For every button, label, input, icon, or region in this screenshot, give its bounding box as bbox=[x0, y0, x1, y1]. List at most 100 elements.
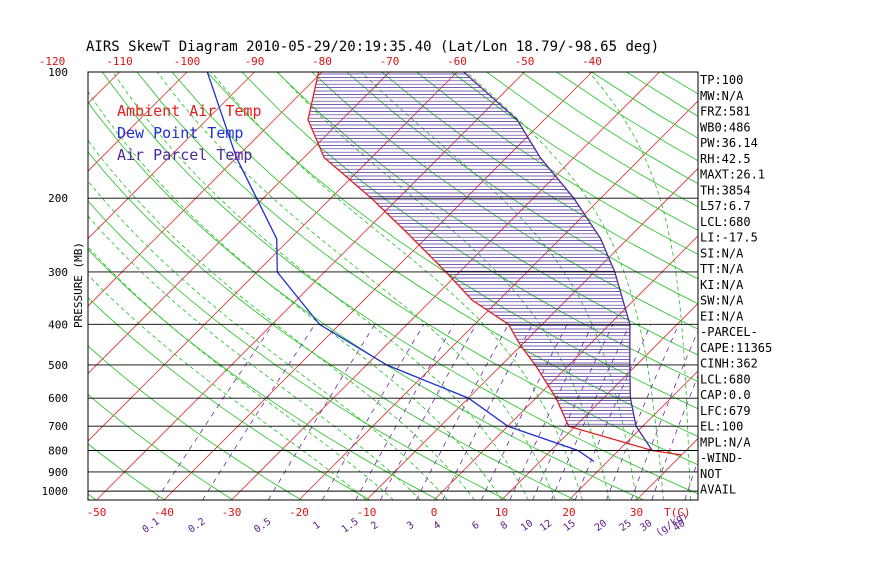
mixing-ratio-tick-label: 12 bbox=[538, 518, 554, 534]
mixing-ratio-tick-label: 8 bbox=[499, 520, 510, 532]
bottom-temp-tick-label: 10 bbox=[495, 506, 508, 519]
pressure-tick-label: 200 bbox=[48, 192, 68, 205]
mixing-ratio-tick-label: 15 bbox=[562, 518, 578, 534]
top-temp-tick-label: -60 bbox=[447, 55, 467, 68]
bottom-temp-tick-label: -30 bbox=[222, 506, 242, 519]
mixing-ratio-tick-label: 2 bbox=[369, 520, 380, 532]
mixing-ratio-tick-label: 6 bbox=[470, 520, 481, 532]
index-text: MW:N/A bbox=[700, 89, 744, 103]
legend-entry: Ambient Air Temp bbox=[117, 102, 262, 120]
top-temp-tick-label: -120 bbox=[39, 55, 66, 68]
index-text: CAP:0.0 bbox=[700, 388, 751, 402]
index-text: LCL:680 bbox=[700, 372, 751, 386]
dry-adiabat-line bbox=[662, 72, 870, 500]
mixing-ratio-tick-label: 20 bbox=[593, 518, 609, 534]
index-text: RH:42.5 bbox=[700, 152, 751, 166]
bottom-temp-tick-label: 20 bbox=[562, 506, 575, 519]
moist-adiabat-line bbox=[278, 72, 610, 500]
index-text: -PARCEL- bbox=[700, 325, 758, 339]
index-text: TP:100 bbox=[700, 73, 743, 87]
index-text: CINH:362 bbox=[700, 357, 758, 371]
dry-adiabat-line bbox=[382, 72, 870, 500]
index-text: SI:N/A bbox=[700, 246, 744, 260]
mixing-ratio-tick-label: 3 bbox=[405, 520, 416, 532]
index-text: LFC:679 bbox=[700, 404, 751, 418]
isotherm-line bbox=[0, 72, 52, 500]
index-text: LCL:680 bbox=[700, 215, 751, 229]
pressure-tick-label: 500 bbox=[48, 359, 68, 372]
mixing-ratio-tick-label: 1 bbox=[311, 520, 322, 532]
series-lines bbox=[207, 72, 681, 462]
top-temp-tick-label: -100 bbox=[174, 55, 201, 68]
isotherm-line bbox=[0, 72, 120, 500]
legend-entry: Dew Point Temp bbox=[117, 124, 243, 142]
index-text: MPL:N/A bbox=[700, 435, 751, 449]
legend-entry: Air Parcel Temp bbox=[117, 146, 252, 164]
mixing-ratio-line bbox=[552, 324, 630, 500]
index-text: EI:N/A bbox=[700, 309, 744, 323]
moist-adiabat-line bbox=[589, 72, 690, 500]
index-text: KI:N/A bbox=[700, 278, 744, 292]
y-axis-label: PRESSURE (MB) bbox=[72, 242, 85, 328]
pressure-tick-label: 700 bbox=[48, 420, 68, 433]
cape-hatching bbox=[308, 74, 635, 424]
series-line-dew-point-temp bbox=[207, 72, 594, 462]
index-text: PW:36.14 bbox=[700, 136, 758, 150]
bottom-temp-tick-label: 30 bbox=[630, 506, 643, 519]
dry-adiabat-line bbox=[312, 72, 870, 500]
mixing-ratio-line bbox=[356, 324, 454, 500]
pressure-tick-label: 300 bbox=[48, 266, 68, 279]
pressure-tick-label: 1000 bbox=[42, 485, 69, 498]
top-temp-tick-label: -80 bbox=[312, 55, 332, 68]
mixing-ratio-line bbox=[631, 324, 701, 500]
isotherm-line bbox=[232, 72, 660, 500]
index-text: NOT bbox=[700, 467, 722, 481]
chart-title: AIRS SkewT Diagram 2010-05-29/20:19:35.4… bbox=[86, 39, 659, 55]
mixing-ratio-line bbox=[268, 324, 375, 500]
mixing-ratio-line bbox=[533, 324, 613, 500]
bottom-temp-tick-label: -40 bbox=[154, 506, 174, 519]
bottom-temp-tick-label: -20 bbox=[289, 506, 309, 519]
dry-adiabat-line bbox=[452, 72, 870, 500]
mixing-ratio-tick-label: 10 bbox=[519, 518, 535, 534]
mixing-ratio-tick-label: 0.5 bbox=[252, 516, 273, 535]
mixing-ratio-tick-label: 30 bbox=[638, 518, 654, 534]
isotherm-line bbox=[772, 72, 870, 500]
dry-adiabat-line bbox=[347, 72, 870, 500]
index-text: EL:100 bbox=[700, 420, 743, 434]
index-text: SW:N/A bbox=[700, 294, 744, 308]
series-line-ambient-air-temp bbox=[308, 72, 682, 455]
mixing-ratio-tick-label: 0.2 bbox=[187, 516, 208, 535]
dry-adiabat-line bbox=[487, 72, 870, 500]
top-temp-tick-label: -50 bbox=[515, 55, 535, 68]
mixing-ratio-line bbox=[416, 324, 508, 500]
top-temp-tick-label: -110 bbox=[106, 55, 133, 68]
index-text: LI:-17.5 bbox=[700, 231, 758, 245]
dry-adiabat-line bbox=[836, 72, 870, 500]
mixing-ratio-line bbox=[322, 324, 424, 500]
stability-indices: TP:100MW:N/AFRZ:581WB0:486PW:36.14RH:42.… bbox=[700, 73, 772, 497]
top-temp-tick-label: -90 bbox=[245, 55, 265, 68]
dry-adiabat-line bbox=[0, 72, 28, 500]
index-text: TT:N/A bbox=[700, 262, 744, 276]
bottom-temp-tick-label: -50 bbox=[87, 506, 107, 519]
dry-adiabat-line bbox=[801, 72, 870, 500]
index-text: FRZ:581 bbox=[700, 105, 751, 119]
pressure-tick-label: 600 bbox=[48, 392, 68, 405]
dry-adiabat-line bbox=[32, 72, 575, 500]
index-text: -WIND- bbox=[700, 451, 743, 465]
pressure-tick-label: 800 bbox=[48, 445, 68, 458]
index-text: MAXT:26.1 bbox=[700, 168, 765, 182]
isotherm-line bbox=[434, 72, 862, 500]
dry-adiabat-line bbox=[766, 72, 870, 500]
index-text: CAPE:11365 bbox=[700, 341, 772, 355]
pressure-tick-label: 900 bbox=[48, 466, 68, 479]
index-text: TH:3854 bbox=[700, 183, 751, 197]
index-text: AVAIL bbox=[700, 483, 736, 497]
dry-adiabat-line bbox=[242, 72, 870, 500]
mixing-ratio-tick-label: 4 bbox=[432, 520, 443, 532]
isotherm-line bbox=[502, 72, 870, 500]
legend: Ambient Air Temp Dew Point Temp Air Parcel… bbox=[117, 102, 262, 164]
pressure-tick-label: 400 bbox=[48, 318, 68, 331]
